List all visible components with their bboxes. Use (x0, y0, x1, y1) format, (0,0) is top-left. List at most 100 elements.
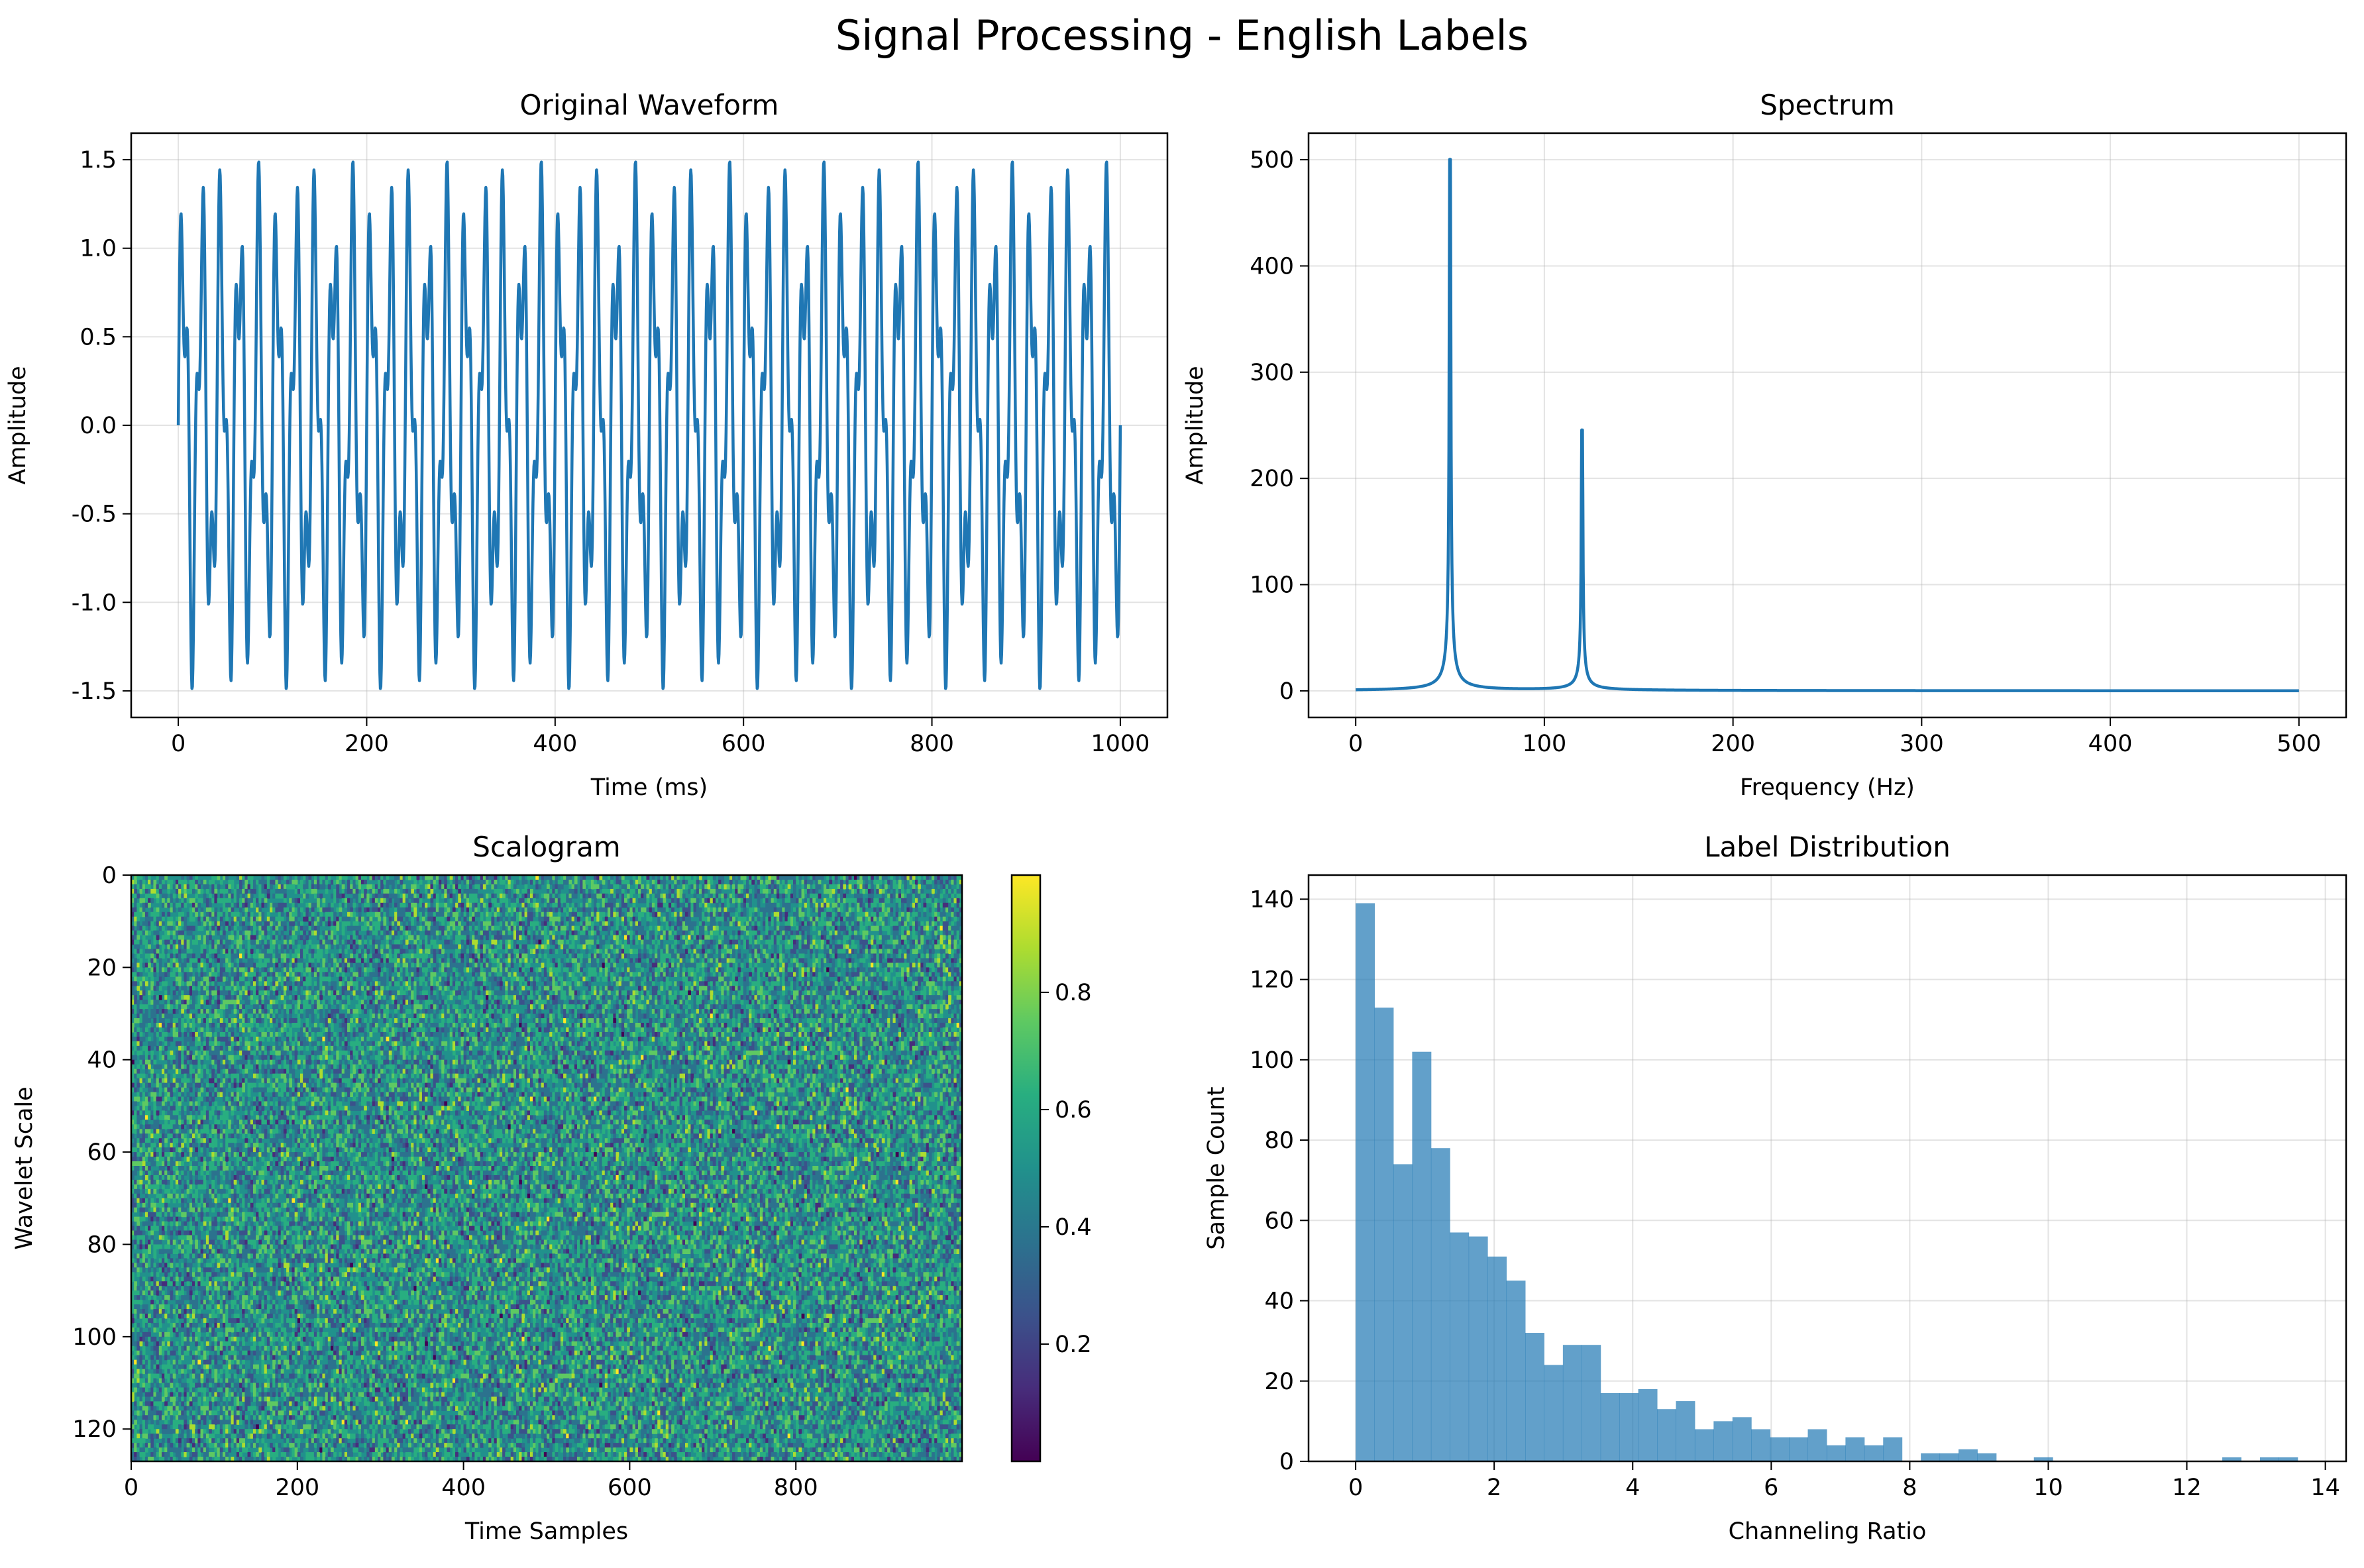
histogram-bar (1639, 1389, 1658, 1461)
y-tick-label: 1.5 (80, 147, 117, 174)
y-axis-label: Sample Count (1203, 1086, 1230, 1249)
histogram-bar (1733, 1417, 1752, 1461)
y-tick-label: 100 (1250, 572, 1294, 599)
x-tick-label: 400 (441, 1475, 486, 1501)
y-tick-label: 20 (87, 955, 117, 981)
x-tick-label: 0 (171, 731, 186, 757)
figure-title: Signal Processing - English Labels (835, 11, 1529, 60)
y-tick-label: 120 (72, 1416, 117, 1443)
colorbar-tick-label: 0.8 (1055, 980, 1092, 1006)
y-tick-label: 0 (1279, 1449, 1294, 1475)
y-tick-label: 140 (1250, 886, 1294, 913)
x-tick-label: 800 (774, 1475, 818, 1501)
y-axis-label: Amplitude (5, 366, 31, 484)
y-tick-label: 200 (1250, 466, 1294, 492)
x-tick-label: 400 (533, 731, 577, 757)
histogram-bar (1375, 1008, 1394, 1461)
x-tick-label: 0 (1348, 731, 1363, 757)
x-axis-label: Frequency (Hz) (1740, 774, 1915, 801)
x-tick-label: 6 (1764, 1475, 1778, 1501)
spectrum-line (1356, 160, 2299, 691)
histogram-bar (1695, 1430, 1714, 1461)
scalogram-panel: 0 200 400 600 800020406080100120ScalogramTim… (11, 831, 1092, 1545)
y-tick-label: 60 (87, 1139, 117, 1166)
histogram-bar (1601, 1393, 1620, 1461)
histogram-bar (1487, 1257, 1507, 1461)
y-tick-label: 20 (1264, 1369, 1294, 1395)
histogram-bar (1525, 1333, 1544, 1461)
x-tick-label: 200 (1711, 731, 1755, 757)
axes-frame (1309, 133, 2346, 717)
y-axis-label: Wavelet Scale (11, 1086, 38, 1249)
histogram-bar (1356, 903, 1375, 1461)
x-tick-label: 8 (1902, 1475, 1917, 1501)
y-tick-label: 120 (1250, 967, 1294, 994)
histogram-bar (1507, 1281, 1526, 1461)
x-tick-label: 200 (345, 731, 389, 757)
waveform-panel: 0 200 400 600 800 1000-1.5-1.0-0.50.00.51.01.… (5, 89, 1167, 801)
y-tick-label: 40 (1264, 1288, 1294, 1315)
x-tick-label: 12 (2172, 1475, 2202, 1501)
y-tick-label: 400 (1250, 253, 1294, 280)
histogram-bar (1770, 1437, 1790, 1461)
x-tick-label: 14 (2310, 1475, 2340, 1501)
colorbar: 0.20.40.60.8 (1012, 875, 1092, 1461)
scalogram-heatmap (131, 875, 963, 1462)
y-tick-label: 0.0 (80, 413, 117, 439)
histogram-bar (1412, 1052, 1431, 1461)
histogram-bar (1977, 1453, 1996, 1461)
x-tick-label: 800 (910, 731, 954, 757)
y-tick-label: 80 (87, 1231, 117, 1258)
x-tick-label: 600 (608, 1475, 652, 1501)
x-tick-label: 500 (2277, 731, 2321, 757)
x-tick-label: 400 (2088, 731, 2133, 757)
x-tick-label: 0 (1348, 1475, 1363, 1501)
y-tick-label: 40 (87, 1047, 117, 1074)
histogram-bar (1450, 1232, 1469, 1461)
x-axis-label: Channeling Ratio (1729, 1518, 1927, 1545)
histogram-bar (1619, 1393, 1639, 1461)
histogram-bar (1431, 1148, 1450, 1461)
histogram-bar (1393, 1164, 1413, 1461)
x-tick-label: 100 (1523, 731, 1567, 757)
y-tick-label: 100 (1250, 1047, 1294, 1074)
y-tick-label: 60 (1264, 1208, 1294, 1234)
histogram-bar (1582, 1345, 1601, 1461)
y-tick-label: 80 (1264, 1127, 1294, 1154)
y-tick-label: -1.5 (72, 678, 117, 705)
histogram-bar (1657, 1409, 1676, 1461)
x-tick-label: 2 (1487, 1475, 1501, 1501)
y-tick-label: 300 (1250, 360, 1294, 386)
x-axis-label: Time Samples (464, 1518, 628, 1545)
histogram-bar (1921, 1453, 1940, 1461)
histogram-bar (1827, 1445, 1846, 1461)
x-tick-label: 600 (722, 731, 766, 757)
subplot-title: Spectrum (1760, 89, 1895, 121)
histogram-bar (1808, 1430, 1827, 1461)
x-tick-label: 4 (1625, 1475, 1640, 1501)
histogram-bar (1959, 1449, 1978, 1461)
x-tick-label: 200 (275, 1475, 319, 1501)
y-tick-label: -1.0 (72, 590, 117, 616)
histogram-bar (1940, 1453, 1959, 1461)
y-tick-label: 1.0 (80, 236, 117, 262)
colorbar-tick-label: 0.6 (1055, 1097, 1092, 1124)
y-tick-label: 100 (72, 1324, 117, 1351)
histogram-bars (1356, 903, 2298, 1461)
x-tick-label: 300 (1900, 731, 1944, 757)
histogram-bar (1845, 1437, 1864, 1461)
colorbar-gradient (1012, 875, 1040, 1461)
y-tick-label: 500 (1250, 147, 1294, 174)
colorbar-tick-label: 0.4 (1055, 1214, 1092, 1241)
y-axis-label: Amplitude (1182, 366, 1209, 484)
x-tick-label: 1000 (1091, 731, 1150, 757)
histogram-bar (1676, 1401, 1695, 1461)
x-tick-label: 10 (2033, 1475, 2063, 1501)
histogram-bar (1469, 1237, 1488, 1461)
subplot-title: Label Distribution (1704, 831, 1951, 863)
histogram-bar (1789, 1437, 1808, 1461)
spectrum-panel: 0 100 200 300 400 500 0 100 200 300 400 500 Spectrum… (1182, 89, 2346, 801)
y-tick-label: 0 (1279, 678, 1294, 705)
